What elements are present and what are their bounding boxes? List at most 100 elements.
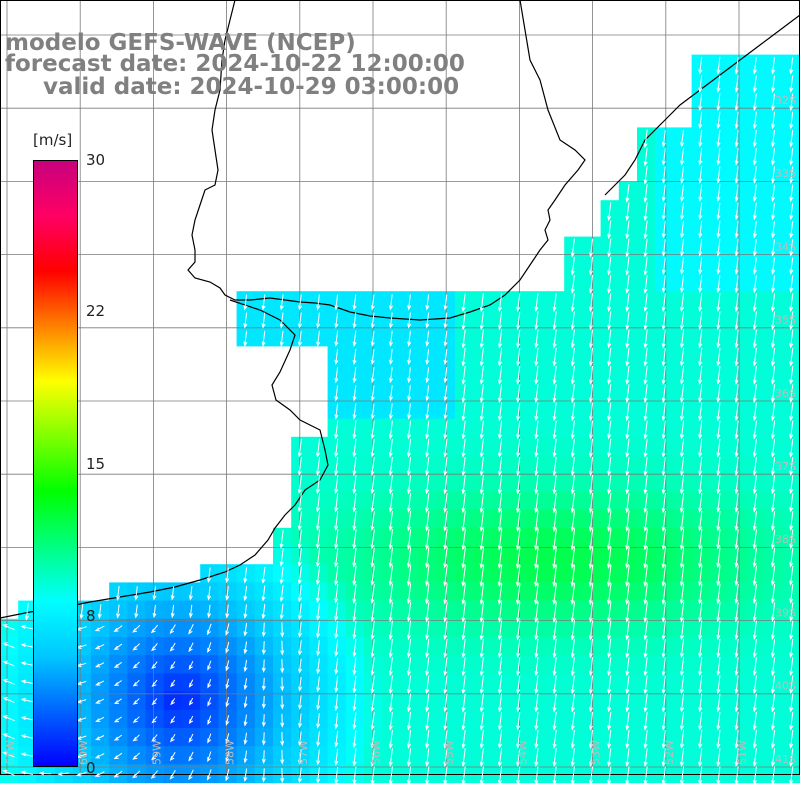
wind-arrow (352, 602, 357, 622)
wind-arrow (534, 492, 539, 514)
wind-arrow (370, 766, 375, 786)
wind-arrow (443, 492, 448, 514)
wind-arrow (516, 730, 521, 749)
wind-arrow (298, 713, 303, 729)
wind-arrow (588, 492, 594, 514)
wind-arrow (370, 511, 375, 532)
latitude-label: 34S (775, 240, 796, 253)
wind-arrow (461, 510, 466, 532)
latitude-label: 35S (775, 314, 796, 327)
wind-arrow (188, 715, 194, 725)
wind-cell (782, 600, 800, 620)
wind-arrow (752, 748, 757, 768)
wind-arrow (734, 257, 739, 275)
wind-cell (782, 127, 800, 147)
wind-cell (782, 637, 800, 656)
wind-arrow (170, 716, 176, 724)
wind-arrow (334, 403, 339, 420)
wind-arrow (680, 220, 685, 239)
wind-arrow (370, 711, 375, 731)
wind-arrow (443, 620, 448, 641)
wind-arrow (771, 602, 776, 622)
wind-arrow (407, 638, 412, 659)
wind-arrow (279, 330, 284, 347)
wind-arrow (716, 347, 721, 367)
wind-arrow (407, 385, 412, 402)
wind-arrow (552, 438, 557, 458)
wind-arrow (316, 529, 321, 550)
wind-arrow (479, 766, 484, 786)
wind-arrow (516, 366, 521, 385)
wind-arrow (680, 293, 685, 313)
wind-arrow (516, 766, 521, 786)
wind-arrow (643, 693, 648, 713)
wind-arrow (570, 766, 575, 786)
wind-arrow (661, 384, 666, 404)
wind-arrow (352, 675, 357, 694)
wind-arrow (643, 420, 648, 440)
wind-arrow (771, 111, 776, 130)
wind-cell (782, 254, 800, 274)
wind-arrow (716, 111, 721, 130)
wind-arrow (407, 403, 412, 420)
wind-arrow (207, 567, 212, 584)
wind-arrow (425, 330, 430, 347)
wind-arrow (170, 586, 175, 601)
wind-arrow (789, 693, 794, 713)
wind-cell (782, 182, 800, 201)
wind-cell (782, 582, 800, 602)
wind-arrow (534, 730, 539, 749)
wind-arrow (570, 347, 575, 367)
wind-arrow (552, 748, 557, 768)
wind-arrow (334, 456, 339, 476)
wind-arrow (752, 384, 757, 404)
wind-arrow (498, 329, 503, 349)
wind-arrow (661, 420, 666, 440)
wind-arrow (57, 771, 69, 776)
wind-arrow (680, 329, 685, 349)
wind-arrow (443, 730, 448, 749)
wind-arrow (716, 766, 721, 786)
wind-arrow (388, 766, 393, 786)
wind-arrow (534, 293, 539, 313)
wind-arrow (113, 716, 122, 723)
wind-arrow (534, 528, 539, 551)
wind-arrow (297, 584, 302, 603)
wind-arrow (534, 583, 539, 606)
wind-arrow (680, 257, 685, 275)
wind-arrow (334, 330, 339, 347)
wind-arrow (516, 620, 521, 641)
wind-arrow (243, 696, 248, 709)
wind-arrow (370, 675, 375, 695)
wind-arrow (279, 529, 284, 549)
wind-arrow (461, 730, 466, 749)
wind-arrow (734, 675, 739, 695)
wind-arrow (589, 711, 594, 731)
wind-arrow (479, 601, 484, 623)
wind-arrow (789, 748, 794, 768)
wind-arrow (698, 384, 703, 404)
wind-arrow (461, 546, 466, 569)
wind-arrow (661, 565, 667, 587)
wind-arrow (752, 511, 757, 532)
wind-arrow (643, 638, 648, 659)
wind-arrow (370, 438, 375, 458)
wind-arrow (607, 256, 612, 276)
wind-arrow (225, 733, 230, 745)
wind-arrow (406, 529, 412, 550)
wind-arrow (443, 420, 448, 440)
wind-arrow (679, 546, 685, 569)
wind-arrow (298, 330, 303, 347)
wind-arrow (552, 766, 557, 786)
wind-arrow (661, 456, 666, 477)
wind-arrow (570, 492, 575, 514)
wind-arrow (716, 202, 721, 221)
wind-arrow (516, 748, 521, 768)
wind-arrow (334, 367, 339, 384)
wind-arrow (716, 239, 721, 257)
wind-arrow (132, 679, 140, 687)
wind-cell (782, 546, 800, 565)
wind-cell (782, 436, 800, 456)
wind-arrow (752, 675, 757, 695)
wind-arrow (698, 711, 703, 731)
